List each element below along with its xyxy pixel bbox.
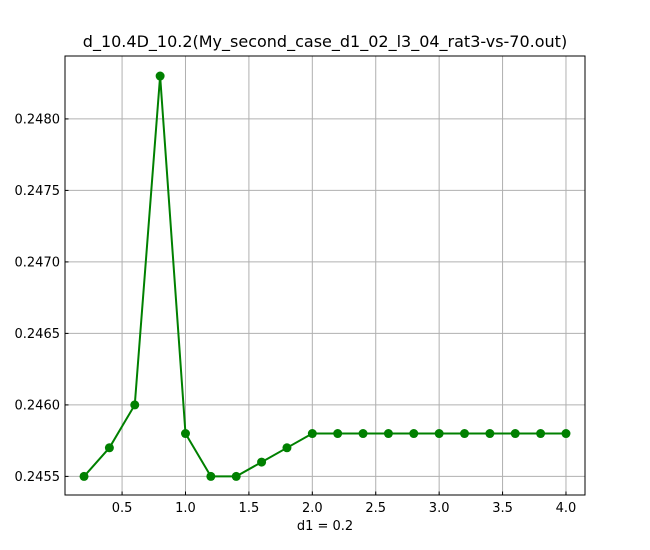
y-tick-label: 0.2475 (15, 184, 61, 199)
data-point (434, 429, 444, 439)
data-point (333, 429, 343, 439)
grid (65, 56, 585, 495)
data-point (231, 471, 241, 481)
x-tick-label: 3.0 (429, 501, 450, 516)
x-tick-label: 3.5 (492, 501, 513, 516)
x-tick-label: 1.0 (175, 501, 196, 516)
y-tick-label: 0.2465 (15, 327, 61, 342)
x-tick-label: 2.0 (302, 501, 323, 516)
data-point (510, 429, 520, 439)
data-point (130, 400, 140, 410)
data-point (257, 457, 267, 467)
data-point (358, 429, 368, 439)
data-point (307, 429, 317, 439)
data-point (383, 429, 393, 439)
series-layer (79, 71, 571, 481)
data-point (561, 429, 571, 439)
x-tick-label: 0.5 (112, 501, 133, 516)
data-point (79, 471, 89, 481)
series-line (83, 75, 566, 478)
x-tick-label: 4.0 (556, 501, 577, 516)
data-point (180, 429, 190, 439)
data-point (206, 471, 216, 481)
chart-title: d_10.4D_10.2(My_second_case_d1_02_l3_04_… (83, 32, 567, 52)
y-tick-label: 0.2455 (15, 470, 61, 485)
data-point (104, 443, 114, 453)
data-point (536, 429, 546, 439)
data-point (485, 429, 495, 439)
y-tick-label: 0.2480 (15, 112, 61, 127)
y-tick-label: 0.2460 (15, 398, 61, 413)
x-tick-label: 2.5 (365, 501, 386, 516)
ticks: 0.5 1.0 1.5 2.0 2.5 3.0 3.5 4.0 0.2455 0.2460 0.24… (15, 112, 577, 516)
data-point (409, 429, 419, 439)
x-axis-label: d1 = 0.2 (297, 519, 353, 534)
plot-frame (64, 55, 586, 496)
x-tick-label: 1.5 (239, 501, 260, 516)
data-point (155, 71, 165, 81)
data-point (282, 443, 292, 453)
y-tick-label: 0.2470 (15, 255, 61, 270)
data-point (460, 429, 470, 439)
